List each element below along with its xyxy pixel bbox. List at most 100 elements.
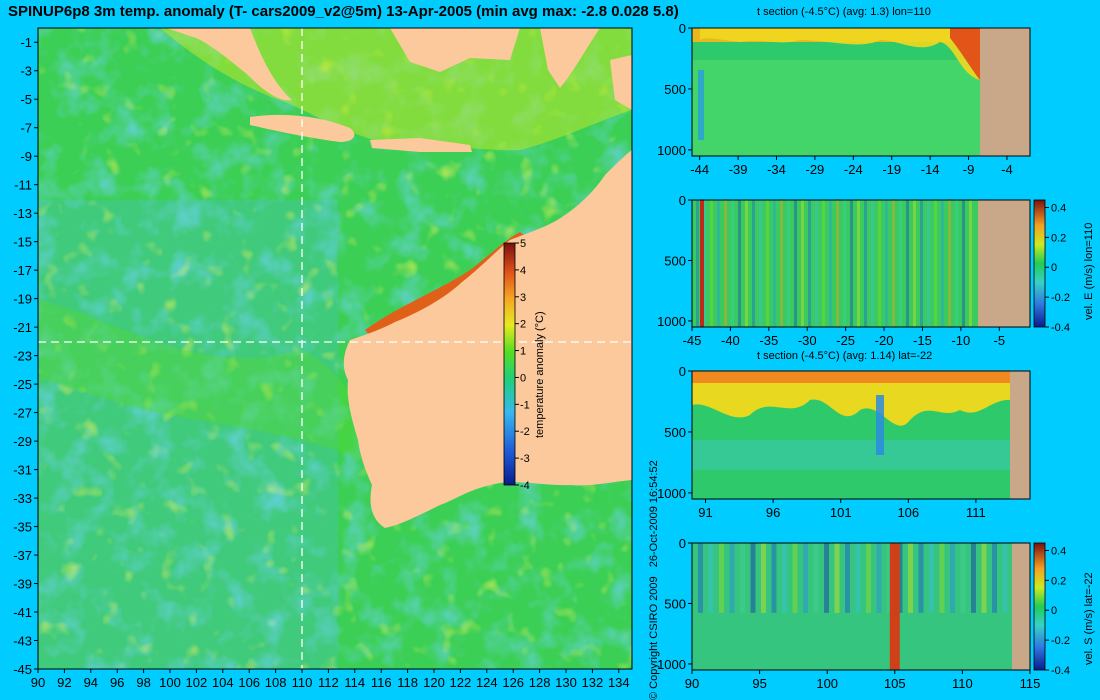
- map-xtick-label: 110: [292, 675, 313, 690]
- tsec-lat-xtick-label: 106: [897, 505, 919, 520]
- vsec-lat-streak: [981, 543, 987, 613]
- vsec-lon-streak: [703, 200, 706, 327]
- map-xtick-label: 112: [318, 675, 339, 690]
- vsec-lat-colorbar-tick-label: 0.4: [1051, 545, 1066, 557]
- tsec-lat-warm-layer: [692, 371, 1012, 426]
- vsec-lat-streak: [834, 543, 840, 613]
- coastal-warm-current: [365, 232, 530, 338]
- vsec-lon-streak: [850, 200, 853, 327]
- vsec-lat-streak: [1002, 543, 1008, 613]
- vsec-lon-streak: [794, 200, 797, 327]
- tsec-lon-ytick-label: 500: [664, 82, 686, 97]
- vsec-lat-panel: 90 95 100 105 110 115 0 500 1000 0.4 0.2 0 -0.2 -0.4…: [657, 536, 1095, 691]
- tsec-lat-ytick-label: 0: [679, 364, 686, 379]
- vsec-lat-streak: [950, 543, 955, 613]
- map-xtick-label: 120: [423, 675, 445, 690]
- tsec-lat-ytick-label: 1000: [657, 486, 686, 501]
- tsec-lon-xtick-label: -24: [844, 162, 863, 177]
- map-xtick-label: 94: [84, 675, 98, 690]
- vsec-lon-land: [978, 200, 1030, 327]
- tsec-lat-xtick-label: 96: [766, 505, 780, 520]
- map-colorbar-tick-label: 1: [520, 346, 526, 358]
- vsec-lat-streak: [782, 543, 787, 613]
- tsec-lon-xtick-label: -39: [729, 162, 748, 177]
- tsec-lat-mid-layer: [692, 440, 1010, 470]
- map-colorbar-tick-label: -1: [520, 399, 530, 411]
- map-ytick-label: -45: [13, 662, 32, 677]
- vsec-lon-ytick-label: 0: [679, 193, 686, 208]
- map-xtick-label: 126: [502, 675, 524, 690]
- vsec-lon-streak: [962, 200, 965, 327]
- map-xtick-label: 128: [529, 675, 551, 690]
- map-colorbar-tick-label: 5: [520, 238, 526, 250]
- vsec-lat-land: [1012, 543, 1030, 670]
- land-sumatra: [166, 28, 292, 101]
- vsec-lat-xtick-label: 105: [884, 676, 906, 691]
- map-xtick-label: 108: [265, 675, 287, 690]
- vsec-lon-streak: [906, 200, 909, 327]
- vsec-lat-streak: [708, 543, 714, 613]
- map-colorbar-label: temperature anomaly (°C): [534, 311, 546, 438]
- map-ytick-label: -19: [13, 292, 32, 307]
- tsec-lon-xtick-label: -4: [1001, 162, 1013, 177]
- map-xtick-label: 134: [608, 675, 630, 690]
- map-xtick-label: 100: [159, 675, 181, 690]
- vsec-lat-streak: [845, 543, 850, 613]
- vsec-lon-xtick-label: -10: [951, 333, 970, 348]
- map-colorbar-tick-label: 0: [520, 372, 526, 384]
- indonesian-warm-waters: [160, 28, 632, 151]
- vsec-lat-streak: [866, 543, 871, 613]
- vsec-lat-streak: [824, 543, 829, 613]
- vsec-lon-streak: [885, 200, 888, 327]
- map-ytick-label: -31: [13, 463, 32, 478]
- vsec-lon-strong-streak: [700, 200, 704, 327]
- vsec-lat-xtick-label: 90: [685, 676, 699, 691]
- vsec-lat-streak: [908, 543, 913, 613]
- map-ytick-label: -13: [13, 206, 32, 221]
- vsec-lon-streak: [857, 200, 860, 327]
- tsec-lat-title: t section (-4.5°C) (avg: 1.14) lat=-22: [757, 350, 933, 362]
- vsec-lat-streak: [887, 543, 892, 613]
- vsec-lon-streak: [934, 200, 937, 327]
- map-ytick-label: -27: [13, 406, 32, 421]
- vsec-lon-streak: [738, 200, 741, 327]
- tsec-lat-xtick-label: 111: [966, 505, 986, 520]
- map-xtick-label: 116: [371, 675, 392, 690]
- vsec-lon-colorbar: [1033, 199, 1046, 328]
- map-ytick-label: -33: [13, 491, 32, 506]
- tsec-lat-land: [1010, 371, 1030, 499]
- vsec-lon-xtick-label: -45: [683, 333, 702, 348]
- map-ytick-label: -37: [13, 548, 32, 563]
- map-xtick-label: 92: [57, 675, 71, 690]
- vsec-lat-colorbar-tick-label: 0: [1051, 605, 1057, 617]
- vsec-lon-streak: [808, 200, 811, 327]
- vsec-lon-colorbar-tick-label: 0: [1051, 262, 1057, 274]
- vsec-lon-streak: [927, 200, 930, 327]
- vsec-lon-colorbar-tick-label: -0.2: [1051, 292, 1070, 304]
- map-ytick-label: -5: [20, 92, 32, 107]
- vsec-lat-streak: [960, 543, 966, 613]
- land-java: [250, 114, 355, 142]
- vsec-lat-streak: [771, 543, 777, 613]
- tsec-lon-frame: [691, 27, 1031, 157]
- tsec-lon-xtick-label: -19: [882, 162, 901, 177]
- map-ytick-label: -25: [13, 377, 32, 392]
- map-ytick-label: -35: [13, 520, 32, 535]
- tsec-lat-ytick-label: 500: [664, 425, 686, 440]
- map-colorbar: [503, 242, 516, 486]
- vsec-lat-streak: [750, 543, 756, 613]
- map-ytick-label: -39: [13, 577, 32, 592]
- vsec-lon-streak: [773, 200, 776, 327]
- vsec-lon-field: [692, 200, 1030, 327]
- tsec-lon-ytick-label: 0: [679, 21, 686, 36]
- map-ytick-label: -43: [13, 634, 32, 649]
- land-nusa-tenggara: [370, 138, 472, 152]
- map-colorbar-tick-label: 2: [520, 319, 526, 331]
- vsec-lon-streak: [836, 200, 839, 327]
- vsec-lat-streak: [698, 543, 703, 613]
- vsec-lat-colorbar: [1033, 542, 1046, 671]
- vsec-lon-streak: [696, 200, 699, 327]
- vsec-lat-streak: [729, 543, 735, 613]
- map-colorbar-tick-label: 3: [520, 292, 526, 304]
- map-ytick-label: -21: [13, 320, 32, 335]
